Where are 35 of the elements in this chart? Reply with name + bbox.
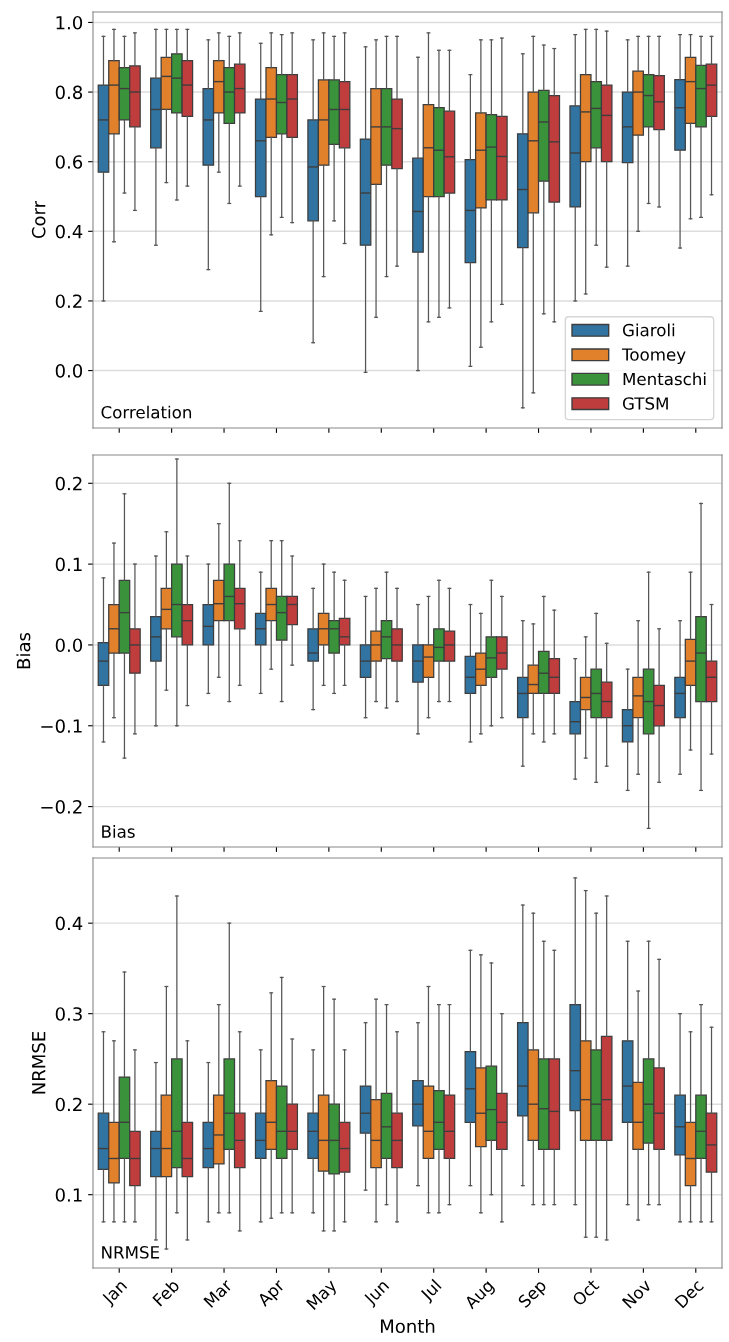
legend-label: Giaroli xyxy=(622,323,675,337)
y-tick-label: 0.2 xyxy=(55,1097,82,1112)
x-tick-label: Sep xyxy=(517,1278,550,1311)
y-tick-label: 1.0 xyxy=(56,15,83,30)
x-axis-title: Month xyxy=(380,1319,435,1334)
x-tick-label: Jan xyxy=(100,1279,130,1308)
legend-label: Toomey xyxy=(621,348,686,365)
y-tick-label: 0.2 xyxy=(55,294,82,309)
legend-label: GTSM xyxy=(622,397,668,410)
y-tick-label: 0.1 xyxy=(55,557,82,572)
x-tick-label: Jul xyxy=(418,1278,444,1304)
y-tick-label: 0.0 xyxy=(55,638,83,653)
y-tick-label: −0.1 xyxy=(41,719,82,733)
x-tick-label: Mar xyxy=(203,1278,234,1308)
x-tick-label: Apr xyxy=(256,1278,288,1310)
y-tick-label: 0.4 xyxy=(55,916,83,931)
y-tick-label: 0.0 xyxy=(55,364,83,378)
y-tick-label: 0.3 xyxy=(55,1007,82,1021)
annotation: Correlation xyxy=(101,405,192,419)
annotation: Bias xyxy=(102,824,135,838)
y-axis-title: NRMSE xyxy=(31,1031,46,1094)
x-tick-label: Feb xyxy=(151,1278,181,1307)
y-axis-title: Bias xyxy=(16,632,31,669)
x-tick-label: Jun xyxy=(362,1279,392,1309)
x-tick-label: Dec xyxy=(674,1278,705,1309)
y-axis-title: Corr xyxy=(31,200,46,239)
y-tick-label: 0.4 xyxy=(55,224,83,239)
annotation: NRMSE xyxy=(102,1246,160,1259)
y-tick-label: 0.2 xyxy=(55,476,82,491)
legend-label: Mentaschi xyxy=(623,372,706,386)
x-tick-label: Oct xyxy=(571,1278,600,1307)
y-tick-label: 0.8 xyxy=(55,85,83,100)
y-tick-label: −0.2 xyxy=(41,800,82,814)
y-tick-label: 0.1 xyxy=(55,1188,82,1202)
y-tick-label: 0.6 xyxy=(55,155,83,169)
